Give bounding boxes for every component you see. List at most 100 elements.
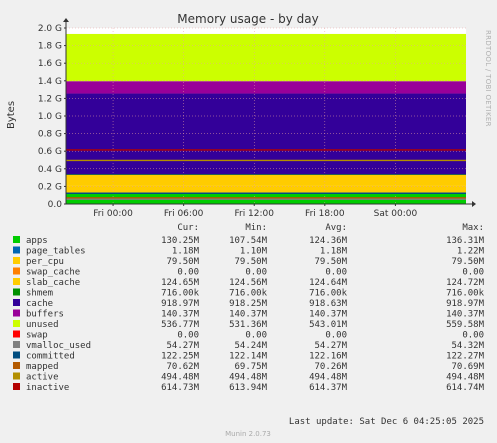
area-buffers bbox=[66, 81, 466, 94]
legend-value: 918.97M bbox=[161, 299, 200, 309]
legend-value: 54.24M bbox=[234, 341, 267, 351]
legend-value: 136.31M bbox=[446, 236, 485, 246]
y-tick-label: 0.4 G bbox=[38, 165, 62, 175]
legend-column-header: Max: bbox=[462, 223, 484, 233]
legend-label: vmalloc_used bbox=[26, 341, 91, 351]
y-axis-ticks: 0.0 0.2 G 0.4 G 0.6 G 0.8 G 1.0 G 1.2 G 1.4 G 1.… bbox=[38, 24, 66, 210]
x-tick-label: Fri 06:00 bbox=[164, 209, 204, 219]
legend-row: mapped 70.62M 69.75M 70.26M 70.69M bbox=[13, 362, 485, 372]
legend-swatch bbox=[13, 236, 20, 243]
legend-value: 0.00 bbox=[245, 331, 267, 341]
legend-value: 54.32M bbox=[451, 341, 484, 351]
area-slab-cache bbox=[66, 174, 466, 186]
legend-value: 494.48M bbox=[229, 373, 268, 383]
legend-value: 124.65M bbox=[161, 278, 200, 288]
legend-row: inactive 614.73M 613.94M 614.37M 614.74M bbox=[13, 383, 485, 393]
legend-swatch bbox=[13, 257, 20, 264]
legend-value: 140.37M bbox=[229, 310, 268, 320]
legend-value: 124.56M bbox=[229, 278, 268, 288]
legend-label: swap bbox=[26, 331, 48, 341]
y-axis-label: Bytes bbox=[6, 101, 17, 129]
legend-label: unused bbox=[26, 320, 59, 330]
line-series bbox=[63, 18, 476, 207]
legend-value: 54.27M bbox=[166, 341, 199, 351]
area-cache bbox=[66, 93, 466, 175]
legend-label: per_cpu bbox=[26, 257, 64, 267]
x-tick-label: Fri 00:00 bbox=[93, 209, 133, 219]
legend-value: 1.18M bbox=[172, 247, 200, 257]
y-tick-label: 1.8 G bbox=[38, 42, 62, 52]
legend-value: 54.27M bbox=[314, 341, 347, 351]
area-layers bbox=[66, 33, 466, 204]
legend-row: swap_cache 0.00 0.00 0.00 0.00 bbox=[13, 267, 484, 278]
legend-value: 124.72M bbox=[446, 278, 485, 288]
legend-row: active 494.48M 494.48M 494.48M 494.48M bbox=[13, 372, 485, 383]
legend-value: 122.14M bbox=[229, 352, 268, 362]
area-shmem bbox=[66, 174, 466, 176]
legend-value: 494.48M bbox=[161, 373, 200, 383]
legend-label: active bbox=[26, 373, 59, 383]
legend-value: 0.00 bbox=[177, 331, 199, 341]
legend-row: cache 918.97M 918.25M 918.63M 918.97M bbox=[13, 299, 485, 309]
legend-value: 559.58M bbox=[446, 320, 485, 330]
area-per-cpu bbox=[66, 185, 466, 193]
legend-value: 140.37M bbox=[161, 310, 200, 320]
legend-swatch bbox=[13, 372, 20, 380]
legend-label: mapped bbox=[26, 362, 59, 372]
legend-label: page_tables bbox=[26, 247, 86, 257]
legend-value: 70.26M bbox=[314, 362, 347, 372]
legend-value: 0.00 bbox=[245, 268, 267, 278]
legend-swatch bbox=[13, 288, 20, 296]
legend-label: swap_cache bbox=[26, 268, 80, 278]
legend-row: vmalloc_used 54.27M 54.24M 54.27M 54.32M bbox=[13, 341, 485, 351]
legend-row: unused 536.77M 531.36M 543.01M 559.58M bbox=[13, 320, 485, 330]
legend-value: 70.69M bbox=[451, 362, 484, 372]
legend-value: 918.25M bbox=[229, 299, 268, 309]
munin-version: Munin 2.0.73 bbox=[225, 430, 271, 438]
legend-value: 543.01M bbox=[309, 320, 348, 330]
legend-label: apps bbox=[26, 236, 48, 246]
legend-value: 107.54M bbox=[229, 236, 268, 246]
y-tick-label: 1.0 G bbox=[38, 112, 62, 122]
x-tick-label: Fri 18:00 bbox=[305, 209, 345, 219]
legend-label: buffers bbox=[26, 310, 64, 320]
legend-value: 614.37M bbox=[309, 383, 348, 393]
legend-value: 0.00 bbox=[177, 268, 199, 278]
legend-value: 918.63M bbox=[309, 299, 348, 309]
legend-value: 122.27M bbox=[446, 352, 485, 362]
legend-column-header: Cur: bbox=[177, 223, 199, 233]
legend-value: 0.00 bbox=[462, 268, 484, 278]
x-tick-label: Sat 00:00 bbox=[374, 209, 418, 219]
legend-value: 140.37M bbox=[309, 310, 348, 320]
legend-value: 124.36M bbox=[309, 236, 348, 246]
legend-value: 122.16M bbox=[309, 352, 348, 362]
legend-value: 124.64M bbox=[309, 278, 348, 288]
legend-swatch bbox=[13, 320, 20, 327]
y-tick-label: 1.6 G bbox=[38, 59, 62, 69]
x-axis-ticks: Fri 00:00 Fri 06:00 Fri 12:00 Fri 18:00 Sat … bbox=[93, 204, 417, 219]
legend-swatch bbox=[13, 309, 20, 317]
legend-row: page_tables 1.18M 1.10M 1.18M 1.22M bbox=[13, 246, 485, 257]
legend-row: buffers 140.37M 140.37M 140.37M 140.37M bbox=[13, 309, 485, 320]
legend-value: 1.22M bbox=[457, 247, 485, 257]
legend-column-header: Min: bbox=[245, 223, 267, 233]
legend-label: inactive bbox=[26, 383, 69, 393]
legend-swatch bbox=[13, 330, 20, 338]
legend-value: 140.37M bbox=[446, 310, 485, 320]
legend-value: 614.74M bbox=[446, 383, 485, 393]
legend-value: 1.10M bbox=[240, 247, 268, 257]
legend-value: 0.00 bbox=[325, 331, 347, 341]
legend-value: 79.50M bbox=[314, 257, 347, 267]
legend-row: slab_cache 124.65M 124.56M 124.64M 124.72M bbox=[13, 278, 485, 288]
x-axis-arrow bbox=[472, 201, 476, 207]
legend-table: Cur: Min: Avg: Max: apps 130.25M 107.54M 124.36… bbox=[13, 223, 485, 393]
y-tick-label: 1.2 G bbox=[38, 94, 62, 104]
legend-swatch bbox=[13, 246, 20, 254]
legend-value: 494.48M bbox=[309, 373, 348, 383]
legend-value: 716.00k bbox=[229, 289, 268, 299]
y-axis-arrow bbox=[63, 18, 69, 22]
chart-title: Memory usage - by day bbox=[177, 12, 318, 26]
y-tick-label: 0.6 G bbox=[38, 147, 62, 157]
legend-value: 614.73M bbox=[161, 383, 200, 393]
legend-value: 0.00 bbox=[462, 331, 484, 341]
